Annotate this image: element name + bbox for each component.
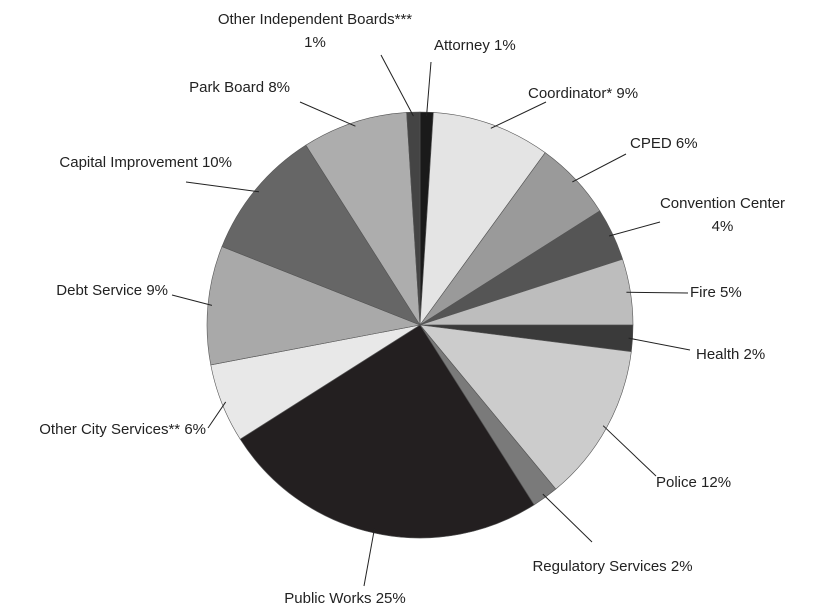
slice-label: Public Works 25%: [255, 587, 435, 610]
category-label: Capital Improvement: [59, 154, 198, 171]
slice-label: Capital Improvement 10%: [20, 151, 232, 174]
category-label: Health: [696, 346, 740, 363]
category-label: Other City Services**: [39, 421, 181, 438]
value-label: 25%: [375, 590, 406, 607]
slice-label: Regulatory Services 2%: [525, 555, 700, 578]
slice-label: Fire 5%: [690, 281, 770, 304]
value-label: 1%: [304, 34, 326, 51]
slice-label: Convention Center 4%: [650, 192, 795, 238]
leader-line: [380, 54, 414, 117]
category-label: Public Works: [284, 590, 372, 607]
category-label: Regulatory Services: [532, 558, 667, 575]
pie-slice: [406, 111, 421, 326]
value-label: 6%: [184, 421, 206, 438]
value-label: 4%: [711, 218, 734, 235]
slice-label: CPED 6%: [630, 132, 730, 155]
pie-slice: [419, 112, 546, 327]
value-label: 2%: [670, 558, 693, 575]
category-label: Coordinator*: [528, 85, 613, 102]
pie-slice: [305, 112, 421, 326]
value-label: 12%: [701, 474, 732, 491]
leader-line: [185, 181, 260, 193]
pie-slice: [221, 144, 421, 326]
leader-line: [426, 61, 432, 117]
leader-line: [542, 493, 593, 543]
leader-line: [626, 291, 689, 294]
category-label: Other Independent Boards***: [217, 11, 413, 28]
leader-line: [207, 401, 227, 429]
leader-line: [572, 153, 627, 183]
value-label: 9%: [616, 85, 639, 102]
leader-line: [602, 425, 657, 477]
slice-label: Other City Services** 6%: [20, 418, 206, 441]
value-label: 5%: [720, 284, 742, 301]
leader-line: [490, 101, 547, 129]
slice-label: Coordinator* 9%: [528, 82, 688, 105]
value-label: 1%: [494, 37, 516, 54]
category-label: Convention Center: [659, 195, 786, 212]
slice-label: Police 12%: [656, 471, 756, 494]
leader-line: [608, 221, 661, 237]
value-label: 10%: [201, 154, 232, 171]
value-label: 9%: [146, 282, 168, 299]
slice-label: Health 2%: [696, 343, 796, 366]
pie-slice: [419, 324, 632, 490]
slice-label: Attorney 1%: [434, 34, 554, 57]
value-label: 6%: [675, 135, 698, 152]
category-label: Fire: [690, 284, 716, 301]
category-label: Debt Service: [56, 282, 143, 299]
value-label: 8%: [268, 79, 290, 96]
leader-line: [171, 294, 213, 306]
leader-line: [299, 101, 356, 127]
value-label: 2%: [743, 346, 766, 363]
category-label: Police: [656, 474, 697, 491]
category-label: Park Board: [189, 79, 265, 96]
slice-label: Debt Service 9%: [8, 279, 168, 302]
slice-label: Other Independent Boards*** 1%: [205, 8, 425, 54]
leader-line: [363, 528, 375, 587]
leader-line: [628, 337, 691, 351]
pie-slice: [206, 246, 422, 366]
category-label: Attorney: [434, 37, 490, 54]
category-label: CPED: [630, 135, 672, 152]
slice-label: Park Board 8%: [120, 76, 290, 99]
